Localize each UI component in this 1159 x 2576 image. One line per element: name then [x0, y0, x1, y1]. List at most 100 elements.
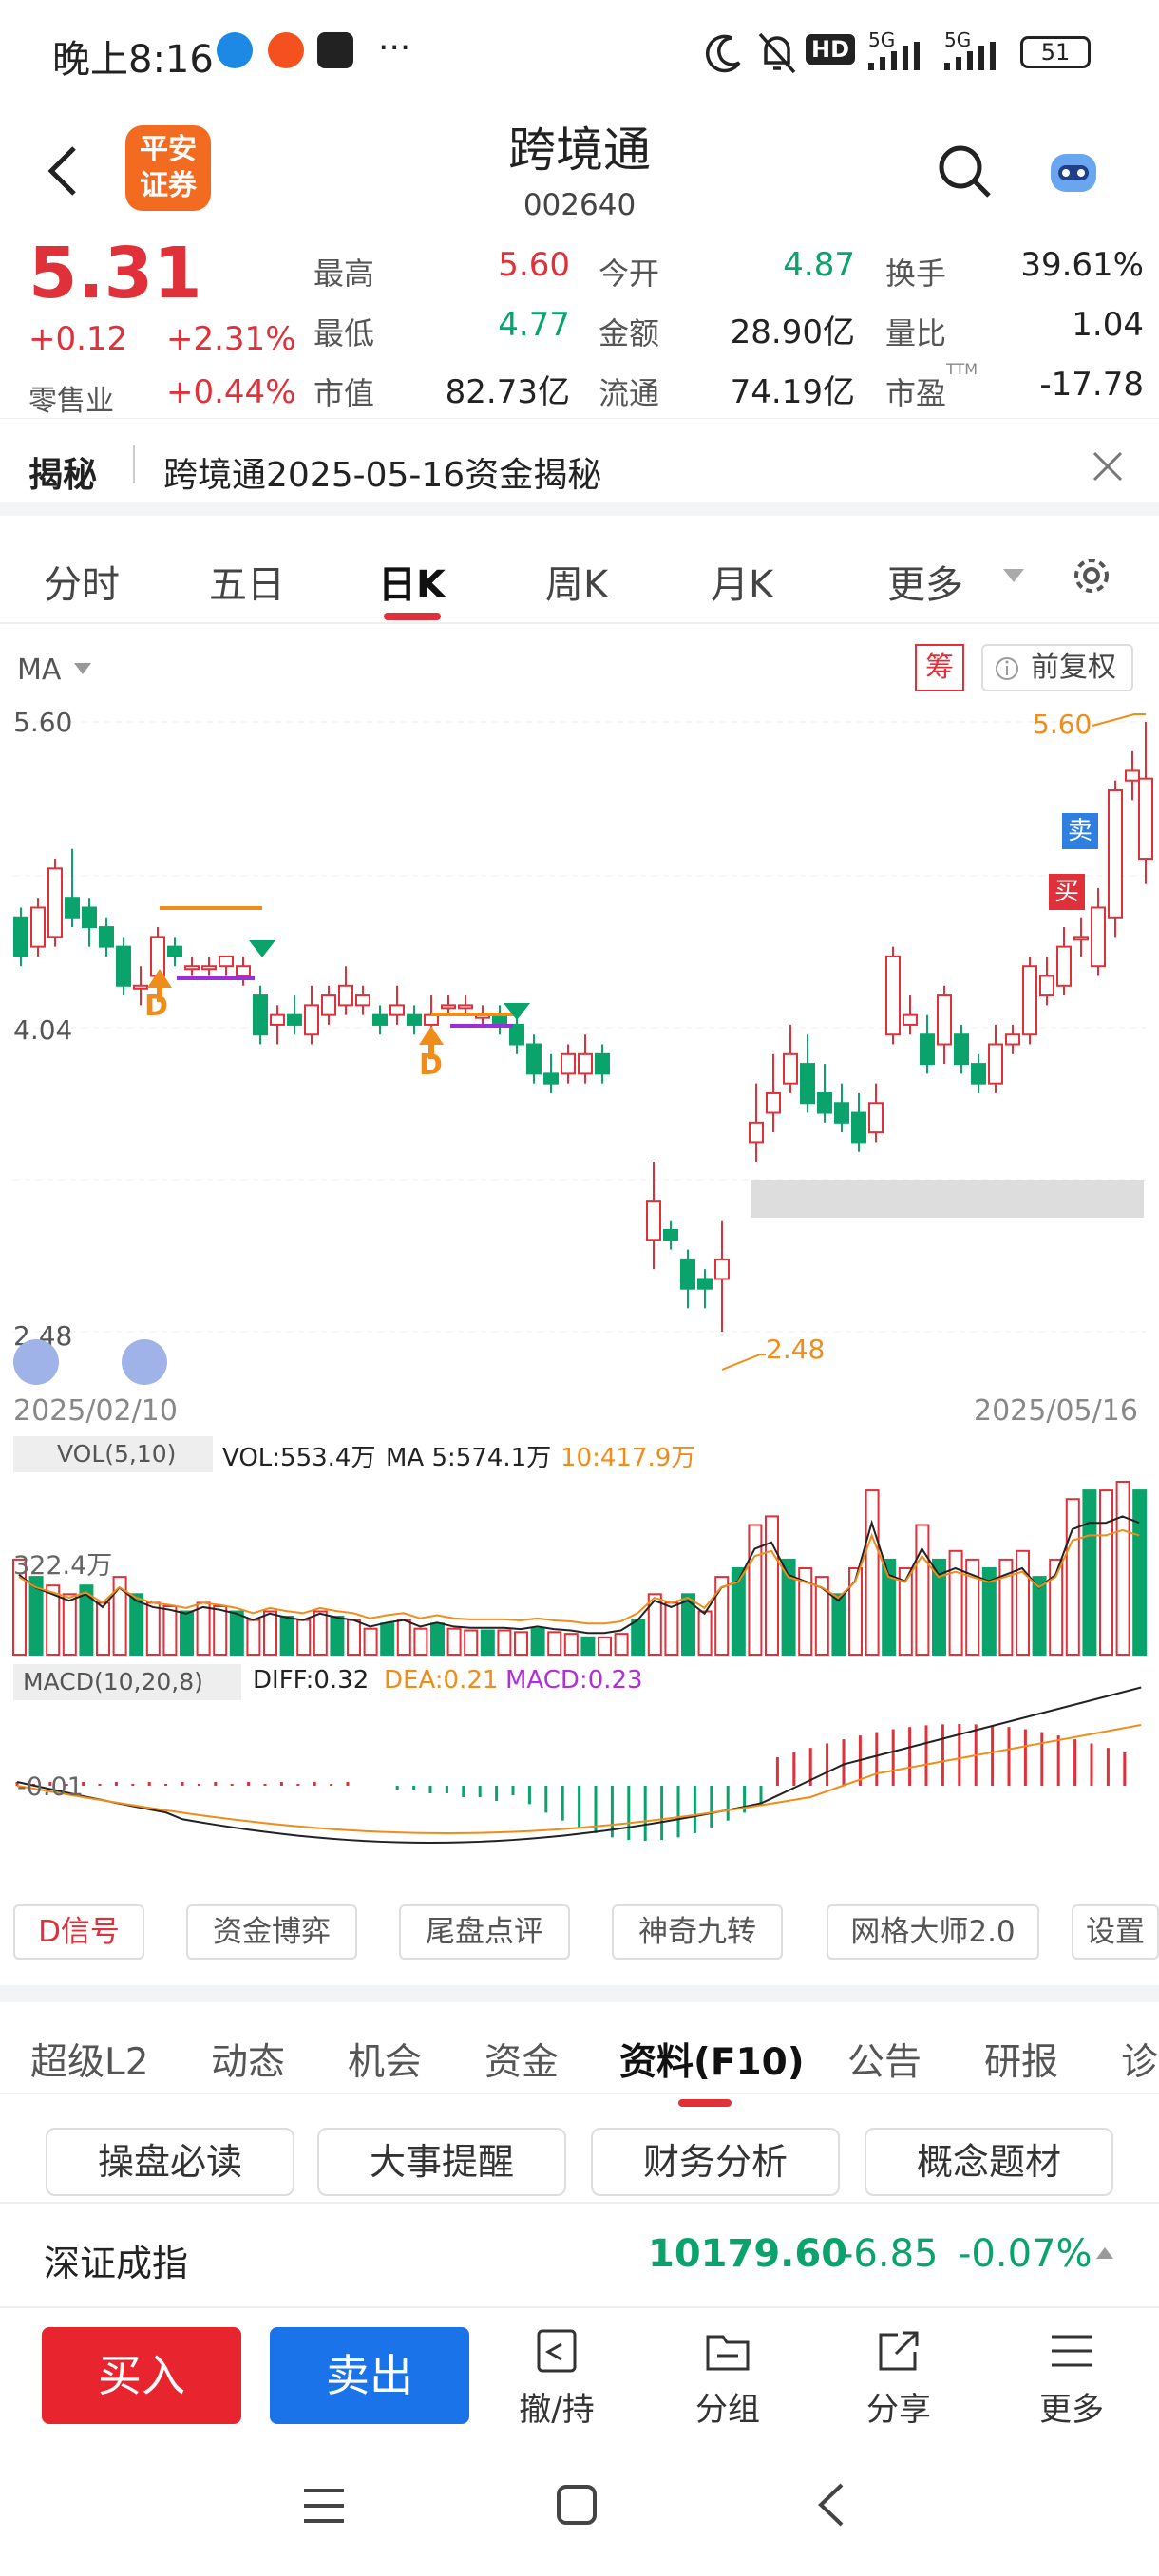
tab-f10[interactable]: 资料(F10) [619, 2041, 805, 2084]
volume-bar [514, 1631, 528, 1656]
candle-body [868, 1102, 884, 1134]
ma-selector[interactable]: MA [17, 653, 62, 687]
more-notifications-icon: ··· [378, 28, 411, 67]
info-tabs: 超级L2 动态 机会 资金 资料(F10) 公告 研报 诊 [0, 1985, 1159, 2107]
candle-body [920, 1033, 935, 1066]
volume-bar [480, 1629, 495, 1657]
adjust-mode-button[interactable]: 前复权 [981, 644, 1133, 691]
candle-body [48, 867, 63, 938]
vol-indicator-selector[interactable]: VOL(5,10) [13, 1436, 213, 1472]
more-button[interactable]: 更多 [1015, 2327, 1129, 2430]
robot-assistant-icon[interactable] [1045, 144, 1102, 198]
d-signal-button[interactable]: D信号 [13, 1904, 144, 1960]
volume-bar [864, 1489, 880, 1656]
secret-text[interactable]: 跨境通2025-05-16资金揭秘 [163, 456, 602, 495]
tab-weekly-k[interactable]: 周K [545, 563, 609, 607]
volume-bar [530, 1627, 545, 1656]
quote-label: 今开 [598, 256, 660, 292]
share-button[interactable]: 分享 [842, 2327, 956, 2430]
chevron-down-icon[interactable] [1001, 567, 1026, 586]
candle-body [65, 897, 80, 919]
tab-daily-k[interactable]: 日K [378, 563, 446, 607]
volume-bar [330, 1615, 345, 1656]
cancel-hold-button[interactable]: 撤/持 [500, 2327, 614, 2430]
vol-ma5-line [18, 1515, 1140, 1635]
home-nav-icon[interactable] [555, 2483, 598, 2527]
financial-analysis-button[interactable]: 财务分析 [591, 2128, 840, 2196]
back-icon[interactable] [44, 142, 82, 199]
status-time: 晚上8:16 [52, 38, 214, 82]
tab-monthly-k[interactable]: 月K [711, 563, 774, 607]
must-read-button[interactable]: 操盘必读 [46, 2128, 294, 2196]
tab-five-day[interactable]: 五日 [209, 563, 285, 607]
buy-button[interactable]: 买入 [42, 2327, 241, 2424]
macd-indicator-selector[interactable]: MACD(10,20,8) [13, 1664, 241, 1700]
d-signal-tag: D [419, 1049, 443, 1082]
vol-ma10: 10:417.9万 [560, 1444, 696, 1472]
concept-theme-button[interactable]: 概念题材 [864, 2128, 1113, 2196]
expand-left-icon[interactable] [13, 1339, 59, 1385]
chevron-up-icon[interactable] [1094, 2245, 1115, 2261]
mute-icon [758, 32, 796, 74]
candle-body [236, 965, 251, 977]
menu-nav-icon[interactable] [302, 2485, 346, 2527]
index-name: 深证成指 [44, 2243, 189, 2284]
status-bar: 晚上8:16 ··· HD 5G 5G 51 [0, 0, 1159, 104]
candle-body [201, 965, 217, 971]
candle-body [1039, 975, 1054, 997]
min-marker-line [721, 1354, 766, 1371]
search-icon[interactable] [936, 142, 993, 199]
candle-body [714, 1258, 730, 1280]
candle-body [988, 1043, 1003, 1085]
tab-research[interactable]: 研报 [984, 2041, 1059, 2084]
divider [133, 445, 135, 483]
candle-body [543, 1072, 559, 1085]
settings-button[interactable]: 设置 [1072, 1904, 1159, 1960]
volume-bar [229, 1610, 244, 1656]
min-price-marker: 2.48 [766, 1334, 826, 1365]
grid-master-button[interactable]: 网格大师2.0 [826, 1904, 1039, 1960]
tab-more[interactable]: 更多 [887, 563, 963, 607]
tab-intraday[interactable]: 分时 [44, 563, 120, 607]
fullscreen-icon[interactable] [122, 1339, 167, 1385]
volume-bar [697, 1610, 712, 1656]
tab-funds[interactable]: 资金 [484, 2041, 560, 2084]
index-ticker-bar[interactable]: 深证成指 10179.60 -6.85 -0.07% [0, 2202, 1159, 2306]
volume-bar [547, 1631, 562, 1656]
fund-game-button[interactable]: 资金博弈 [186, 1904, 357, 1960]
gear-icon[interactable] [1070, 554, 1113, 597]
folder-icon [706, 2335, 750, 2371]
close-review-button[interactable]: 尾盘点评 [399, 1904, 570, 1960]
tab-announcement[interactable]: 公告 [847, 2041, 922, 2084]
volume-bar [162, 1605, 178, 1657]
current-price: 5.31 [28, 233, 202, 314]
candle-body [287, 1013, 302, 1026]
tab-diagnosis[interactable]: 诊 [1121, 2041, 1159, 2084]
close-icon[interactable] [1091, 449, 1125, 483]
kline-chart-svg[interactable] [0, 627, 1159, 1900]
magic-nine-button[interactable]: 神奇九转 [612, 1904, 783, 1960]
sell-button[interactable]: 卖出 [270, 2327, 469, 2424]
index-change-pct: -0.07% [958, 2232, 1092, 2276]
fund-secret-bar[interactable]: 揭秘 跨境通2025-05-16资金揭秘 [0, 418, 1159, 516]
tab-news[interactable]: 动态 [211, 2041, 286, 2084]
candle-body [338, 984, 353, 1007]
active-tab-indicator [384, 613, 441, 620]
group-button[interactable]: 分组 [671, 2327, 785, 2430]
candle-body [304, 1004, 319, 1036]
volume-bar [948, 1549, 963, 1656]
chip-distribution-button[interactable]: 筹 [915, 644, 964, 691]
candle-body [99, 926, 114, 948]
back-nav-icon[interactable] [813, 2481, 847, 2529]
tab-super-l2[interactable]: 超级L2 [30, 2041, 149, 2084]
macd-diff-line [16, 1686, 1142, 1845]
tab-opportunity[interactable]: 机会 [348, 2041, 423, 2084]
candle-body [851, 1111, 866, 1144]
chevron-down-icon[interactable] [72, 661, 93, 676]
event-reminder-button[interactable]: 大事提醒 [317, 2128, 566, 2196]
volume-bar [46, 1584, 61, 1657]
kline-chart-area[interactable]: MA 筹 前复权 5.60 4.04 2.48 5.60 2.48 卖 买 D … [0, 627, 1159, 1900]
volume-bar [180, 1610, 194, 1656]
quote-label: 量比 [885, 315, 947, 351]
index-value: 10179.60 [648, 2232, 848, 2276]
